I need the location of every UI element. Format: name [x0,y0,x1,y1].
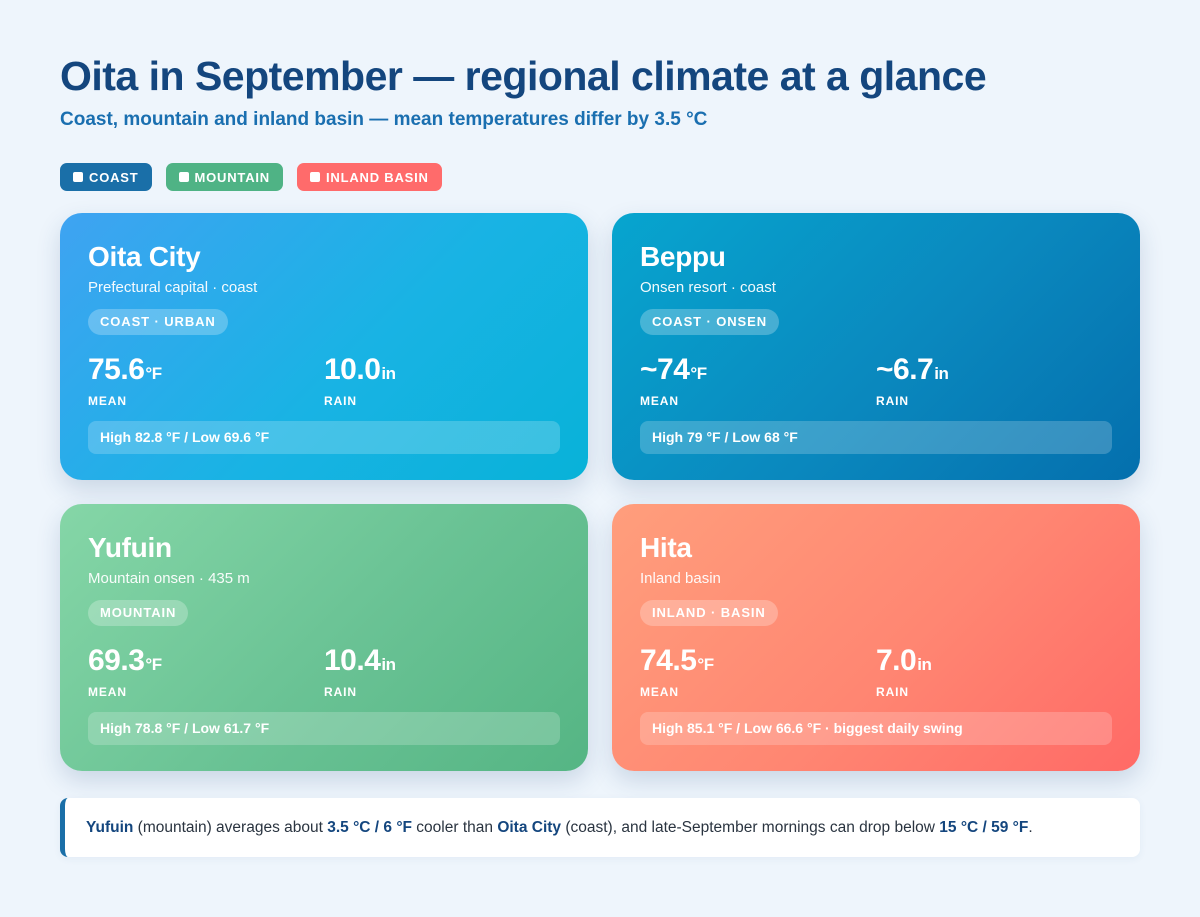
summary-note: Yufuin (mountain) averages about 3.5 °C … [60,798,1140,857]
legend-chip-coast: COAST [60,163,152,191]
rain-value: 7.0 [876,644,917,677]
legend: COAST MOUNTAIN INLAND BASIN [60,163,1140,191]
rain-value-row: 10.0in [324,353,560,391]
rain-unit: in [381,655,396,674]
note-text: cooler than [412,818,498,836]
legend-label: INLAND BASIN [325,169,429,185]
stats: 69.3°F MEAN 10.4in RAIN [88,644,560,700]
mean-unit: °F [145,364,162,383]
rain-stat: 10.4in RAIN [324,644,560,700]
mean-value-row: ~74°F [640,353,876,391]
square-icon [178,172,189,182]
city-description: Prefectural capital · coast [88,279,258,296]
rain-value: ~6.7 [876,353,934,386]
note-text: . [1028,818,1033,836]
mean-value: 74.5 [640,644,697,677]
stats: 74.5°F MEAN 7.0in RAIN [640,644,1112,700]
legend-chip-inland-basin: INLAND BASIN [296,163,442,191]
page-subtitle: Coast, mountain and inland basin — mean … [60,109,708,130]
mean-stat: 69.3°F MEAN [88,644,324,700]
square-icon [309,172,320,182]
mean-stat: 75.6°F MEAN [88,353,324,409]
mean-value-row: 74.5°F [640,644,876,682]
mean-unit: °F [145,655,162,674]
mean-unit: °F [697,655,714,674]
rain-stat: 10.0in RAIN [324,353,560,409]
rain-value: 10.0 [324,353,381,386]
card-yufuin: Yufuin Mountain onsen · 435 m MOUNTAIN 6… [60,504,588,771]
city-name: Hita [640,532,692,563]
mean-value: 69.3 [88,644,145,677]
rain-label: RAIN [324,394,357,408]
mean-stat: 74.5°F MEAN [640,644,876,700]
rain-value-row: 10.4in [324,644,560,682]
region-tag: INLAND · BASIN [640,600,778,626]
mean-label: MEAN [640,394,679,408]
rain-unit: in [381,364,396,383]
rain-unit: in [934,364,949,383]
note-text: (mountain) averages about [133,818,328,836]
rain-value-row: ~6.7in [876,353,1112,391]
stats: ~74°F MEAN ~6.7in RAIN [640,353,1112,409]
legend-label: MOUNTAIN [194,169,270,185]
page-title: Oita in September — regional climate at … [60,53,987,99]
card-hita: Hita Inland basin INLAND · BASIN 74.5°F … [612,504,1140,771]
rain-label: RAIN [324,685,357,699]
temperature-range: High 79 °F / Low 68 °F [640,421,1112,454]
rain-stat: 7.0in RAIN [876,644,1112,700]
mean-value-row: 75.6°F [88,353,324,391]
mean-value: ~74 [640,353,690,386]
rain-label: RAIN [876,685,909,699]
note-threshold: 15 °C / 59 °F [939,818,1029,836]
city-description: Mountain onsen · 435 m [88,570,250,587]
summary-text: Yufuin (mountain) averages about 3.5 °C … [86,819,1033,837]
mean-stat: ~74°F MEAN [640,353,876,409]
mean-label: MEAN [88,394,127,408]
mean-label: MEAN [640,685,679,699]
city-description: Inland basin [640,570,721,587]
temperature-range: High 85.1 °F / Low 66.6 °F · biggest dai… [640,712,1112,745]
note-difference: 3.5 °C / 6 °F [327,818,412,836]
rain-stat: ~6.7in RAIN [876,353,1112,409]
city-cards: Oita City Prefectural capital · coast CO… [60,213,1140,771]
square-icon [73,172,83,182]
legend-chip-mountain: MOUNTAIN [165,163,283,191]
city-name: Oita City [88,241,201,272]
note-city-b: Oita City [497,818,562,836]
city-name: Yufuin [88,532,172,563]
rain-value-row: 7.0in [876,644,1112,682]
rain-label: RAIN [876,394,909,408]
city-name: Beppu [640,241,726,272]
note-text: (coast), and late-September mornings can… [561,818,940,836]
mean-unit: °F [690,364,707,383]
region-tag: COAST · URBAN [88,309,228,335]
city-description: Onsen resort · coast [640,279,776,296]
card-oita-city: Oita City Prefectural capital · coast CO… [60,213,588,480]
note-city-a: Yufuin [86,818,134,836]
region-tag: MOUNTAIN [88,600,189,626]
mean-value-row: 69.3°F [88,644,324,682]
stats: 75.6°F MEAN 10.0in RAIN [88,353,560,409]
region-tag: COAST · ONSEN [640,309,779,335]
mean-label: MEAN [88,685,127,699]
temperature-range: High 82.8 °F / Low 69.6 °F [88,421,560,454]
rain-unit: in [917,655,932,674]
temperature-range: High 78.8 °F / Low 61.7 °F [88,712,560,745]
card-beppu: Beppu Onsen resort · coast COAST · ONSEN… [612,213,1140,480]
rain-value: 10.4 [324,644,381,677]
legend-label: COAST [89,169,139,185]
mean-value: 75.6 [88,353,145,386]
